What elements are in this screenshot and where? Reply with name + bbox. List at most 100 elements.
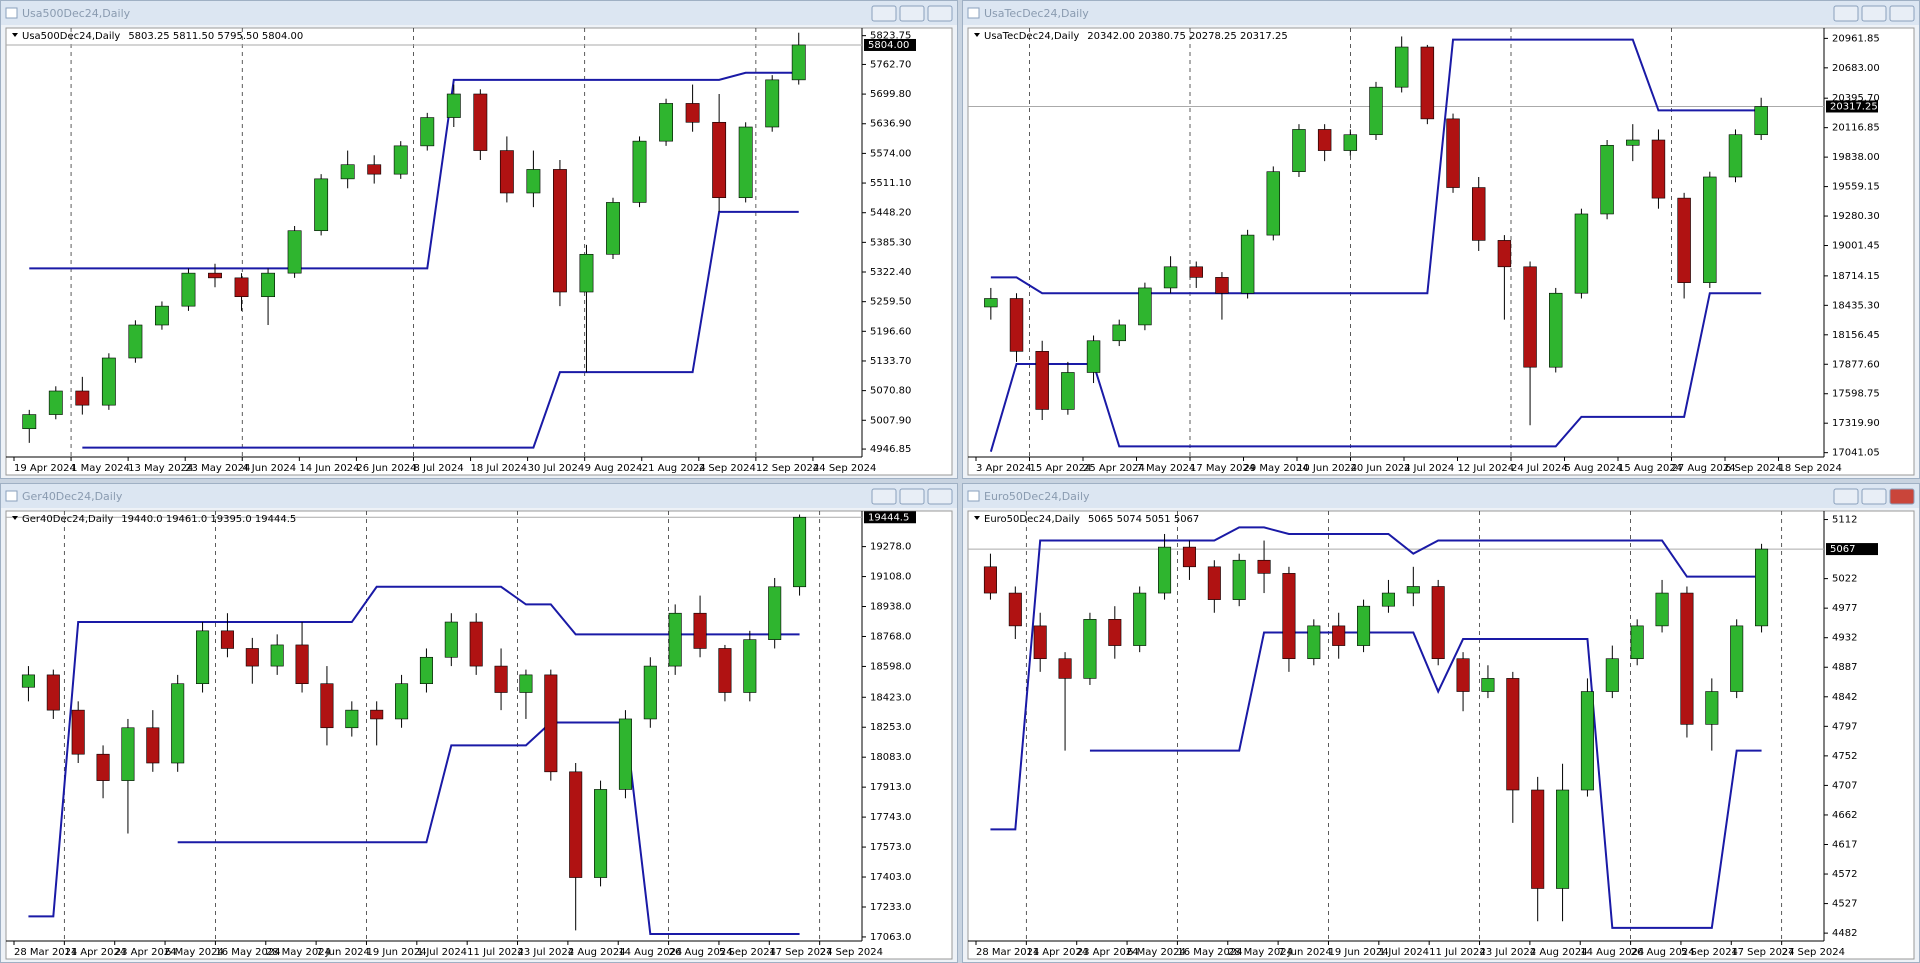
candle-body [1108,619,1122,646]
candle-body [1680,592,1694,725]
window-icon [5,490,18,502]
candle-body [1317,129,1332,151]
y-tick-label: 5112 [1832,515,1857,526]
candle-body [1163,266,1178,289]
candle-body [393,145,408,175]
y-tick-label: 17041.05 [1832,448,1880,459]
channel-line [82,210,799,449]
candle-body [743,639,757,693]
close-button[interactable] [927,488,953,505]
close-button[interactable] [927,5,953,22]
candle-body [494,665,508,693]
close-button[interactable] [1889,5,1915,22]
x-tick-label: 23 Apr 2024 [115,947,177,958]
candle-body [1655,592,1669,627]
x-tick-label: 11 Apr 2024 [64,947,126,958]
candle-body [295,644,309,685]
close-button[interactable] [1889,488,1915,505]
maximize-button[interactable] [899,488,925,505]
candle-body [395,683,409,720]
candle-body [181,272,196,307]
title-bar [963,484,1919,508]
x-tick-label: 19 Jun 2024 [366,947,426,958]
header-marker [974,516,980,520]
x-tick-label: 20 Jun 2024 [1351,463,1411,474]
y-tick-label: 19001.45 [1832,241,1880,252]
last-price-tag [864,511,916,524]
candle-body [544,674,558,773]
candle-body [1730,625,1744,692]
y-tick-label: 5448.20 [870,208,911,219]
candle-body [1307,625,1321,660]
window-icon [5,7,18,19]
candle-body [96,753,110,781]
x-tick-label: 26 Jun 2024 [356,463,416,474]
y-tick-label: 17598.75 [1832,389,1880,400]
last-price-label: 5067 [1830,544,1855,555]
y-tick-label: 17913.0 [870,782,911,793]
x-tick-label: 18 Jul 2024 [471,463,528,474]
candle-body [446,93,461,118]
title-bar [963,1,1919,25]
minimize-button[interactable] [871,5,897,22]
x-tick-label: 21 Aug 2024 [642,463,706,474]
x-tick-label: 28 May 2024 [266,947,331,958]
x-tick-label: 14 Jun 2024 [299,463,359,474]
channel-line [990,526,1762,831]
symbol-label: Usa500Dec24,Daily [22,31,120,42]
y-tick-label: 4932 [1832,633,1857,644]
y-tick-label: 5070.80 [870,386,911,397]
y-tick-label: 18083.0 [870,752,911,763]
candle-body [526,169,541,194]
candle-body [1035,351,1049,410]
x-tick-label: 23 Jul 2024 [1480,947,1537,958]
candle-body [1531,789,1545,889]
x-tick-label: 7 Jun 2024 [316,947,370,958]
x-tick-label: 29 May 2024 [1244,463,1309,474]
y-tick-label: 4842 [1832,692,1857,703]
channel-line [990,38,1762,295]
x-tick-label: 23 May 2024 [185,463,250,474]
candle-body [1266,171,1281,236]
y-tick-label: 5133.70 [870,356,911,367]
candle-body [22,414,37,430]
header-marker [12,33,18,37]
candle-body [1086,340,1101,373]
y-tick-label: 5007.90 [870,415,911,426]
y-tick-label: 5511.10 [870,178,911,189]
candle-body [1232,559,1246,600]
candle-body [1008,592,1022,627]
minimize-button[interactable] [1833,488,1859,505]
y-tick-label: 17877.60 [1832,359,1880,370]
y-tick-label: 18435.30 [1832,300,1880,311]
candle-body [632,140,647,203]
minimize-button[interactable] [1833,5,1859,22]
candle-body [765,79,780,128]
candle-body [1394,46,1409,88]
candle-body [1061,372,1075,410]
candle-body [1446,118,1460,188]
y-tick-label: 19838.00 [1832,152,1880,163]
window-icon [967,490,980,502]
x-tick-label: 15 Apr 2024 [1030,463,1092,474]
candle-body [1549,292,1563,368]
minimize-button[interactable] [871,488,897,505]
maximize-button[interactable] [1861,5,1887,22]
candle-body [196,630,210,685]
x-tick-label: 26 Aug 2024 [1631,947,1695,958]
x-tick-label: 5 Sep 2024 [719,947,776,958]
candle-body [444,621,458,658]
candle-body [643,665,657,720]
candle-body [345,709,359,729]
x-tick-label: 7 May 2024 [1137,463,1196,474]
symbol-label: Euro50Dec24,Daily [984,514,1080,525]
maximize-button[interactable] [1861,488,1887,505]
window-title: Usa500Dec24,Daily [22,7,131,20]
y-tick-label: 4527 [1832,899,1857,910]
maximize-button[interactable] [899,5,925,22]
y-tick-label: 17403.0 [870,872,911,883]
x-tick-label: 18 Sep 2024 [1779,463,1842,474]
candle-body [659,103,674,142]
y-tick-label: 18768.0 [870,631,911,642]
x-tick-label: 8 Jul 2024 [413,463,463,474]
